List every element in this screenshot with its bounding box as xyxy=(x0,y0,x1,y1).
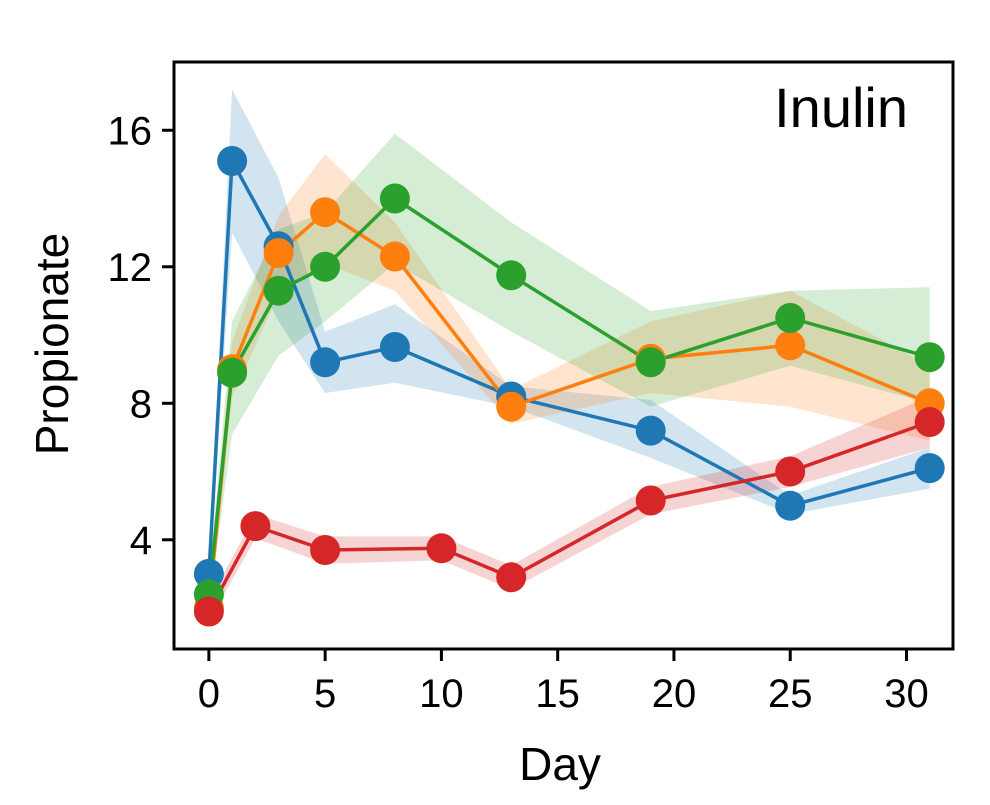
series-3-point xyxy=(217,357,248,388)
plot-frame xyxy=(172,60,955,651)
series-2-point xyxy=(496,391,527,422)
series-4-point xyxy=(310,535,341,565)
y-tick-label: 12 xyxy=(108,246,153,290)
series-3-point xyxy=(635,347,666,378)
series-2-point xyxy=(775,330,806,361)
x-axis-ticks: 0 5 10 15 20 25 30 xyxy=(198,649,929,716)
x-tick-label: 15 xyxy=(535,672,580,716)
series-3-point xyxy=(914,342,945,373)
series-4-point xyxy=(193,596,224,627)
x-tick-label: 30 xyxy=(884,672,929,716)
series-1-band xyxy=(208,89,930,588)
x-tick-label: 5 xyxy=(314,672,336,716)
y-axis-ticks: 4 8 12 16 xyxy=(108,109,174,563)
series-4-point xyxy=(240,511,271,542)
x-tick-label: 20 xyxy=(652,672,697,716)
series-4-band xyxy=(208,396,930,622)
series-4-point xyxy=(914,407,945,437)
series-3-point xyxy=(379,183,410,214)
series-2-point xyxy=(263,238,294,269)
x-axis-label: Day xyxy=(519,738,601,790)
series-4-point xyxy=(426,533,457,564)
series-4-point xyxy=(496,562,527,593)
x-tick-label: 10 xyxy=(419,672,464,716)
series-4-point xyxy=(775,456,806,487)
y-tick-label: 4 xyxy=(130,519,152,563)
series-1-point xyxy=(635,415,666,446)
series-3-point xyxy=(310,251,341,282)
series-1-point xyxy=(914,453,945,484)
x-tick-label: 0 xyxy=(198,672,220,716)
y-tick-label: 8 xyxy=(130,382,152,426)
series-2-point xyxy=(310,197,341,228)
series-3-point xyxy=(496,260,527,291)
y-tick-label: 16 xyxy=(108,109,153,153)
series-3-point xyxy=(263,275,294,306)
series-1-point xyxy=(193,558,224,589)
series-1-point xyxy=(379,332,410,362)
series-3-point xyxy=(775,303,806,333)
series-1-point xyxy=(217,146,248,176)
series-2-point xyxy=(379,241,410,272)
annotation-label: Inulin xyxy=(774,76,908,139)
y-axis-label: Propionate xyxy=(26,233,78,456)
series-points xyxy=(193,146,945,627)
series-1-point xyxy=(775,490,806,521)
series-4-point xyxy=(635,485,666,516)
x-tick-label: 25 xyxy=(768,672,813,716)
series-1-point xyxy=(310,347,341,378)
